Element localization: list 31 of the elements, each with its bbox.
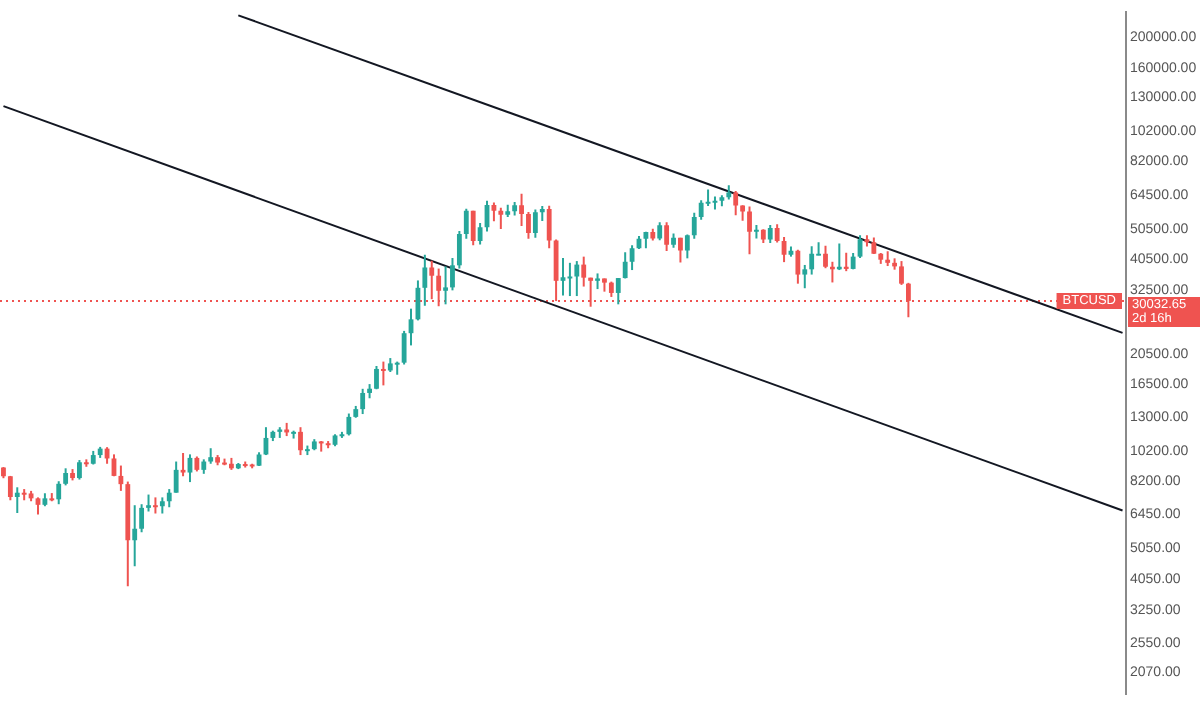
candlestick: [380, 360, 386, 387]
candlestick: [843, 251, 849, 273]
candlestick: [56, 480, 62, 506]
candlestick: [546, 204, 552, 250]
candlestick: [7, 474, 13, 502]
candlestick: [574, 260, 580, 298]
candlestick: [733, 189, 739, 217]
candlestick: [795, 248, 801, 285]
candlestick: [747, 205, 752, 256]
candlestick: [443, 265, 448, 306]
candlestick: [470, 209, 476, 247]
candlestick: [166, 488, 172, 509]
candlestick: [173, 460, 179, 494]
candlestick: [567, 261, 573, 298]
candlestick: [153, 496, 158, 515]
candlestick: [498, 206, 504, 230]
candlestick: [532, 208, 538, 239]
candlestick: [346, 412, 352, 437]
candlestick: [360, 387, 366, 416]
candlestick: [132, 504, 138, 568]
candlestick: [436, 267, 442, 308]
candlestick: [581, 255, 587, 288]
candlestick: [678, 236, 683, 264]
candlestick: [77, 459, 82, 481]
candlestick: [560, 256, 566, 297]
candlestick: [14, 486, 20, 515]
candlestick: [664, 221, 670, 253]
candlestick: [298, 426, 303, 457]
candlestick: [622, 251, 628, 280]
candlestick: [615, 277, 621, 306]
candlestick: [180, 451, 186, 478]
